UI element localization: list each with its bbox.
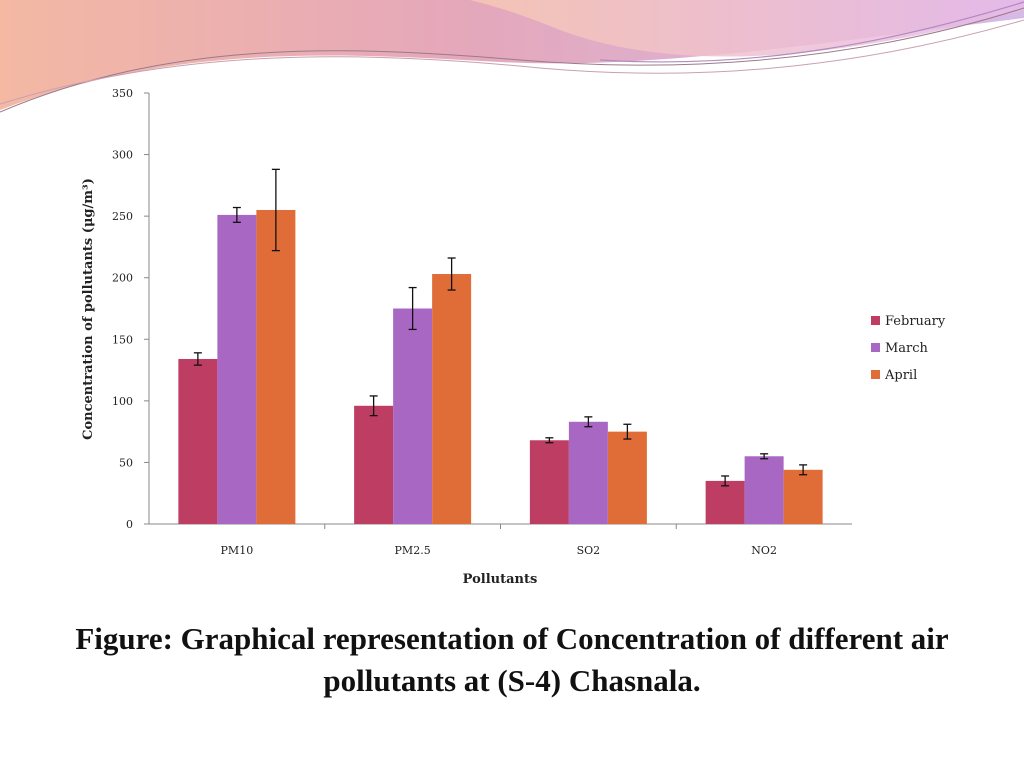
legend-label-february: February <box>885 314 946 329</box>
error-bar <box>408 286 417 331</box>
bar-february-pm25 <box>354 405 394 524</box>
error-bar <box>623 423 632 440</box>
y-tick-label: 150 <box>112 333 133 346</box>
y-tick-label: 250 <box>112 210 133 223</box>
error-bar <box>584 416 593 428</box>
y-tick-label: 0 <box>126 518 133 531</box>
y-tick-label: 50 <box>119 456 133 469</box>
error-bar <box>271 168 280 252</box>
bar-april-so2 <box>607 431 647 524</box>
error-bar <box>369 395 378 417</box>
bar-april-pm25 <box>432 274 472 524</box>
bar-april-no2 <box>783 469 823 524</box>
error-bar <box>760 453 769 460</box>
caption-line-1: Figure: Graphical representation of Conc… <box>75 621 949 656</box>
y-tick-label: 100 <box>112 395 133 408</box>
legend-swatch-april <box>871 370 880 379</box>
y-tick-label: 350 <box>112 87 133 100</box>
error-bar <box>447 257 456 291</box>
x-axis-title: Pollutants <box>463 572 538 587</box>
figure-caption: Figure: Graphical representation of Conc… <box>0 618 1024 702</box>
x-tick-label: SO2 <box>577 544 601 557</box>
legend: February March April <box>871 314 946 383</box>
bar-february-pm10 <box>178 358 218 524</box>
bar-march-pm10 <box>217 214 257 524</box>
error-bar <box>232 206 241 223</box>
y-tick-label: 300 <box>112 149 133 162</box>
x-tick-label: PM10 <box>221 544 254 557</box>
y-axis-title: Concentration of pollutants (μg/m³) <box>81 178 96 440</box>
x-tick-label: NO2 <box>751 544 777 557</box>
header-decoration <box>0 0 1024 113</box>
bar-march-pm25 <box>393 308 433 524</box>
bar-march-no2 <box>744 456 784 524</box>
y-tick-label: 200 <box>112 272 133 285</box>
error-bar <box>545 437 554 444</box>
error-bar <box>721 475 730 487</box>
legend-label-march: March <box>885 341 929 356</box>
bar-february-so2 <box>529 440 569 524</box>
bar-march-so2 <box>568 421 608 524</box>
bar-february-no2 <box>705 480 745 524</box>
plot-area: 0 50 100 150 200 250 300 350 PM10 PM2.5 SO2 NO2 <box>112 87 852 557</box>
error-bar <box>193 352 202 366</box>
bar-april-pm10 <box>256 209 296 524</box>
error-bar <box>799 464 808 476</box>
x-tick-label: PM2.5 <box>395 544 431 557</box>
legend-swatch-february <box>871 316 880 325</box>
legend-label-april: April <box>884 368 917 383</box>
legend-swatch-march <box>871 343 880 352</box>
caption-line-2: pollutants at (S-4) Chasnala. <box>323 663 701 698</box>
